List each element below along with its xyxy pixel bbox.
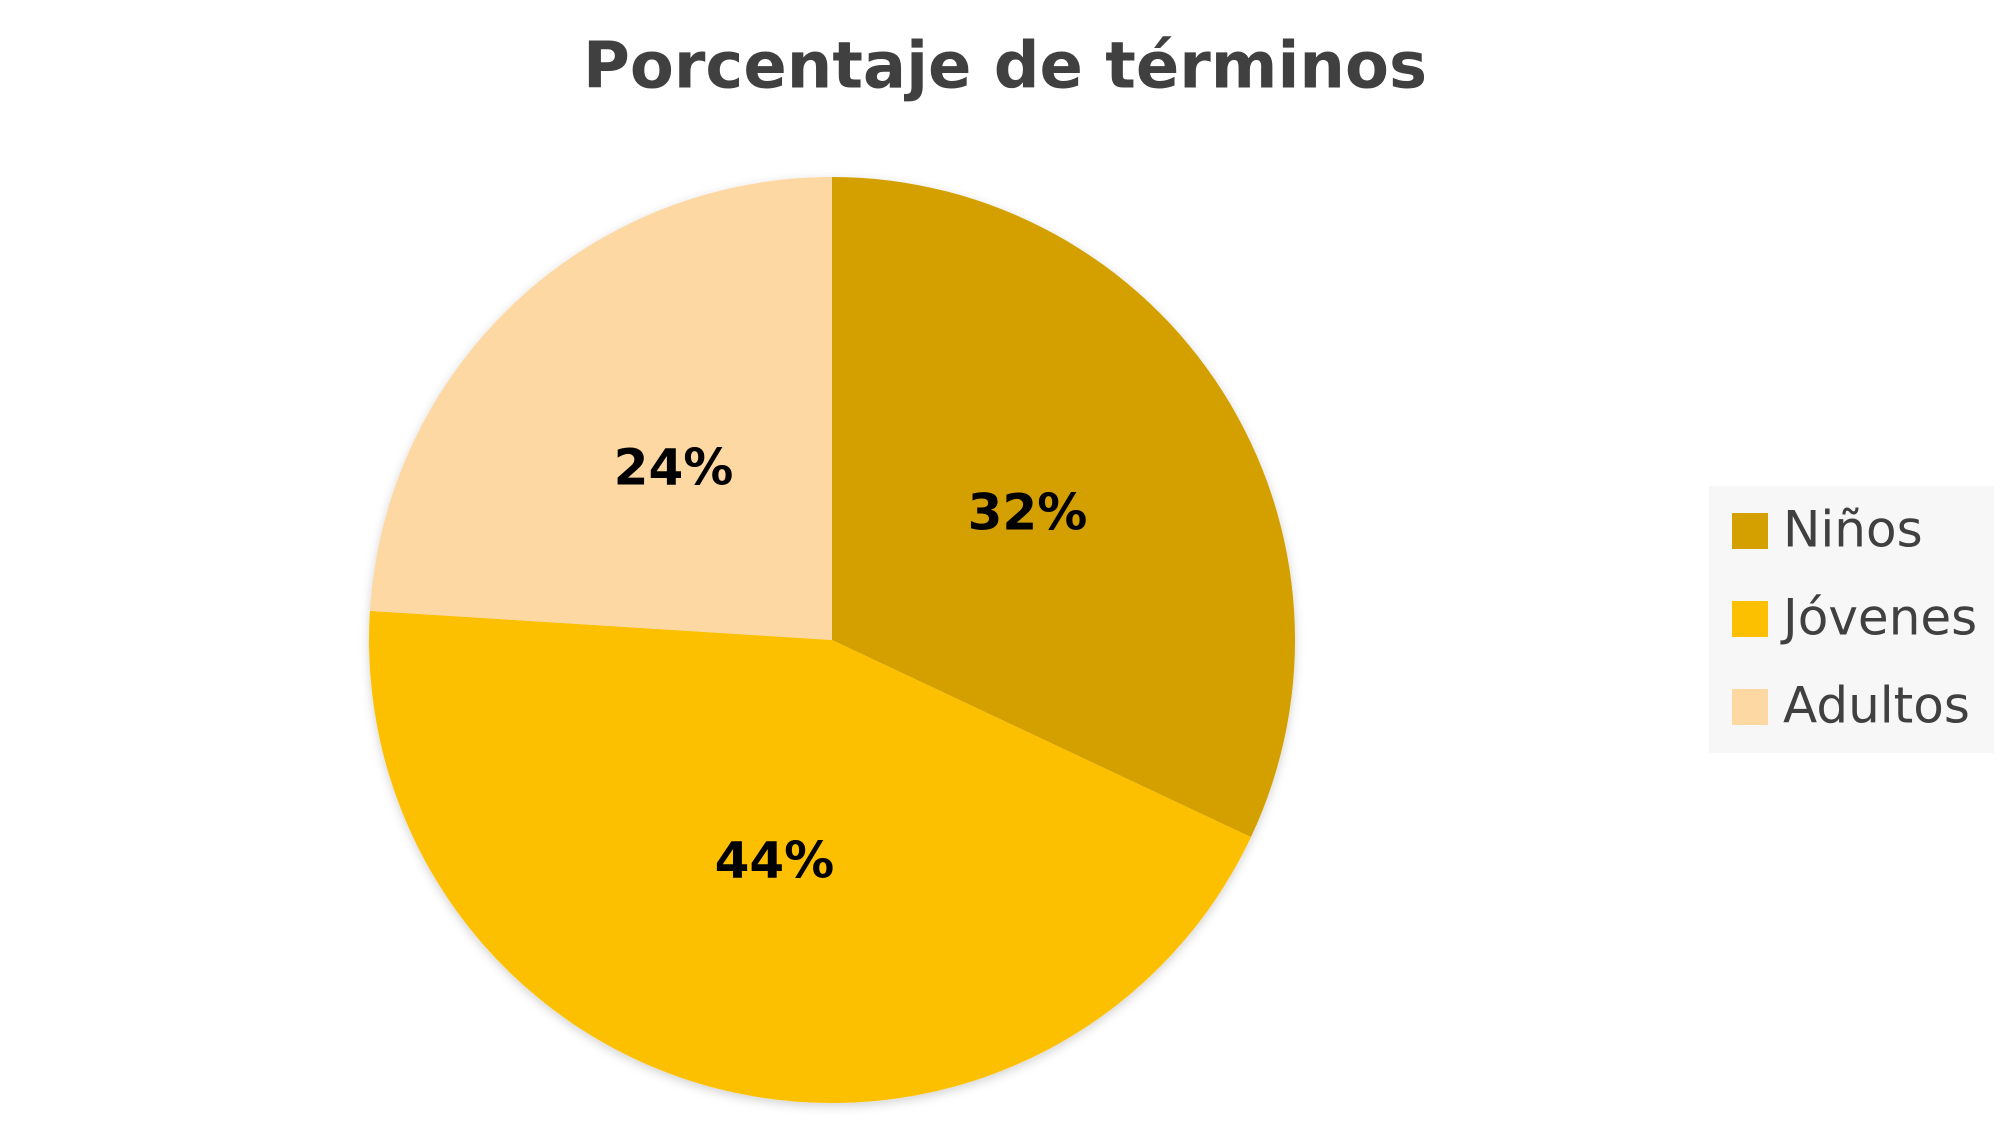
chart-title: Porcentaje de términos	[583, 30, 1427, 104]
data-label: 44%	[715, 832, 835, 890]
data-labels: 32% 44% 24%	[614, 439, 1088, 890]
legend-swatch	[1732, 601, 1768, 637]
legend-label: Adultos	[1783, 677, 1970, 735]
legend: Niños Jóvenes Adultos	[1709, 486, 1994, 753]
pie	[369, 177, 1295, 1103]
pie-slice	[369, 610, 1251, 1103]
pie-slice	[832, 177, 1295, 838]
legend-swatch	[1732, 689, 1768, 725]
pie-slice	[369, 177, 832, 640]
legend-label: Niños	[1783, 501, 1923, 559]
data-label: 32%	[968, 483, 1088, 541]
legend-swatch	[1732, 513, 1768, 549]
data-label: 24%	[614, 439, 734, 497]
legend-label: Jóvenes	[1780, 589, 1977, 647]
